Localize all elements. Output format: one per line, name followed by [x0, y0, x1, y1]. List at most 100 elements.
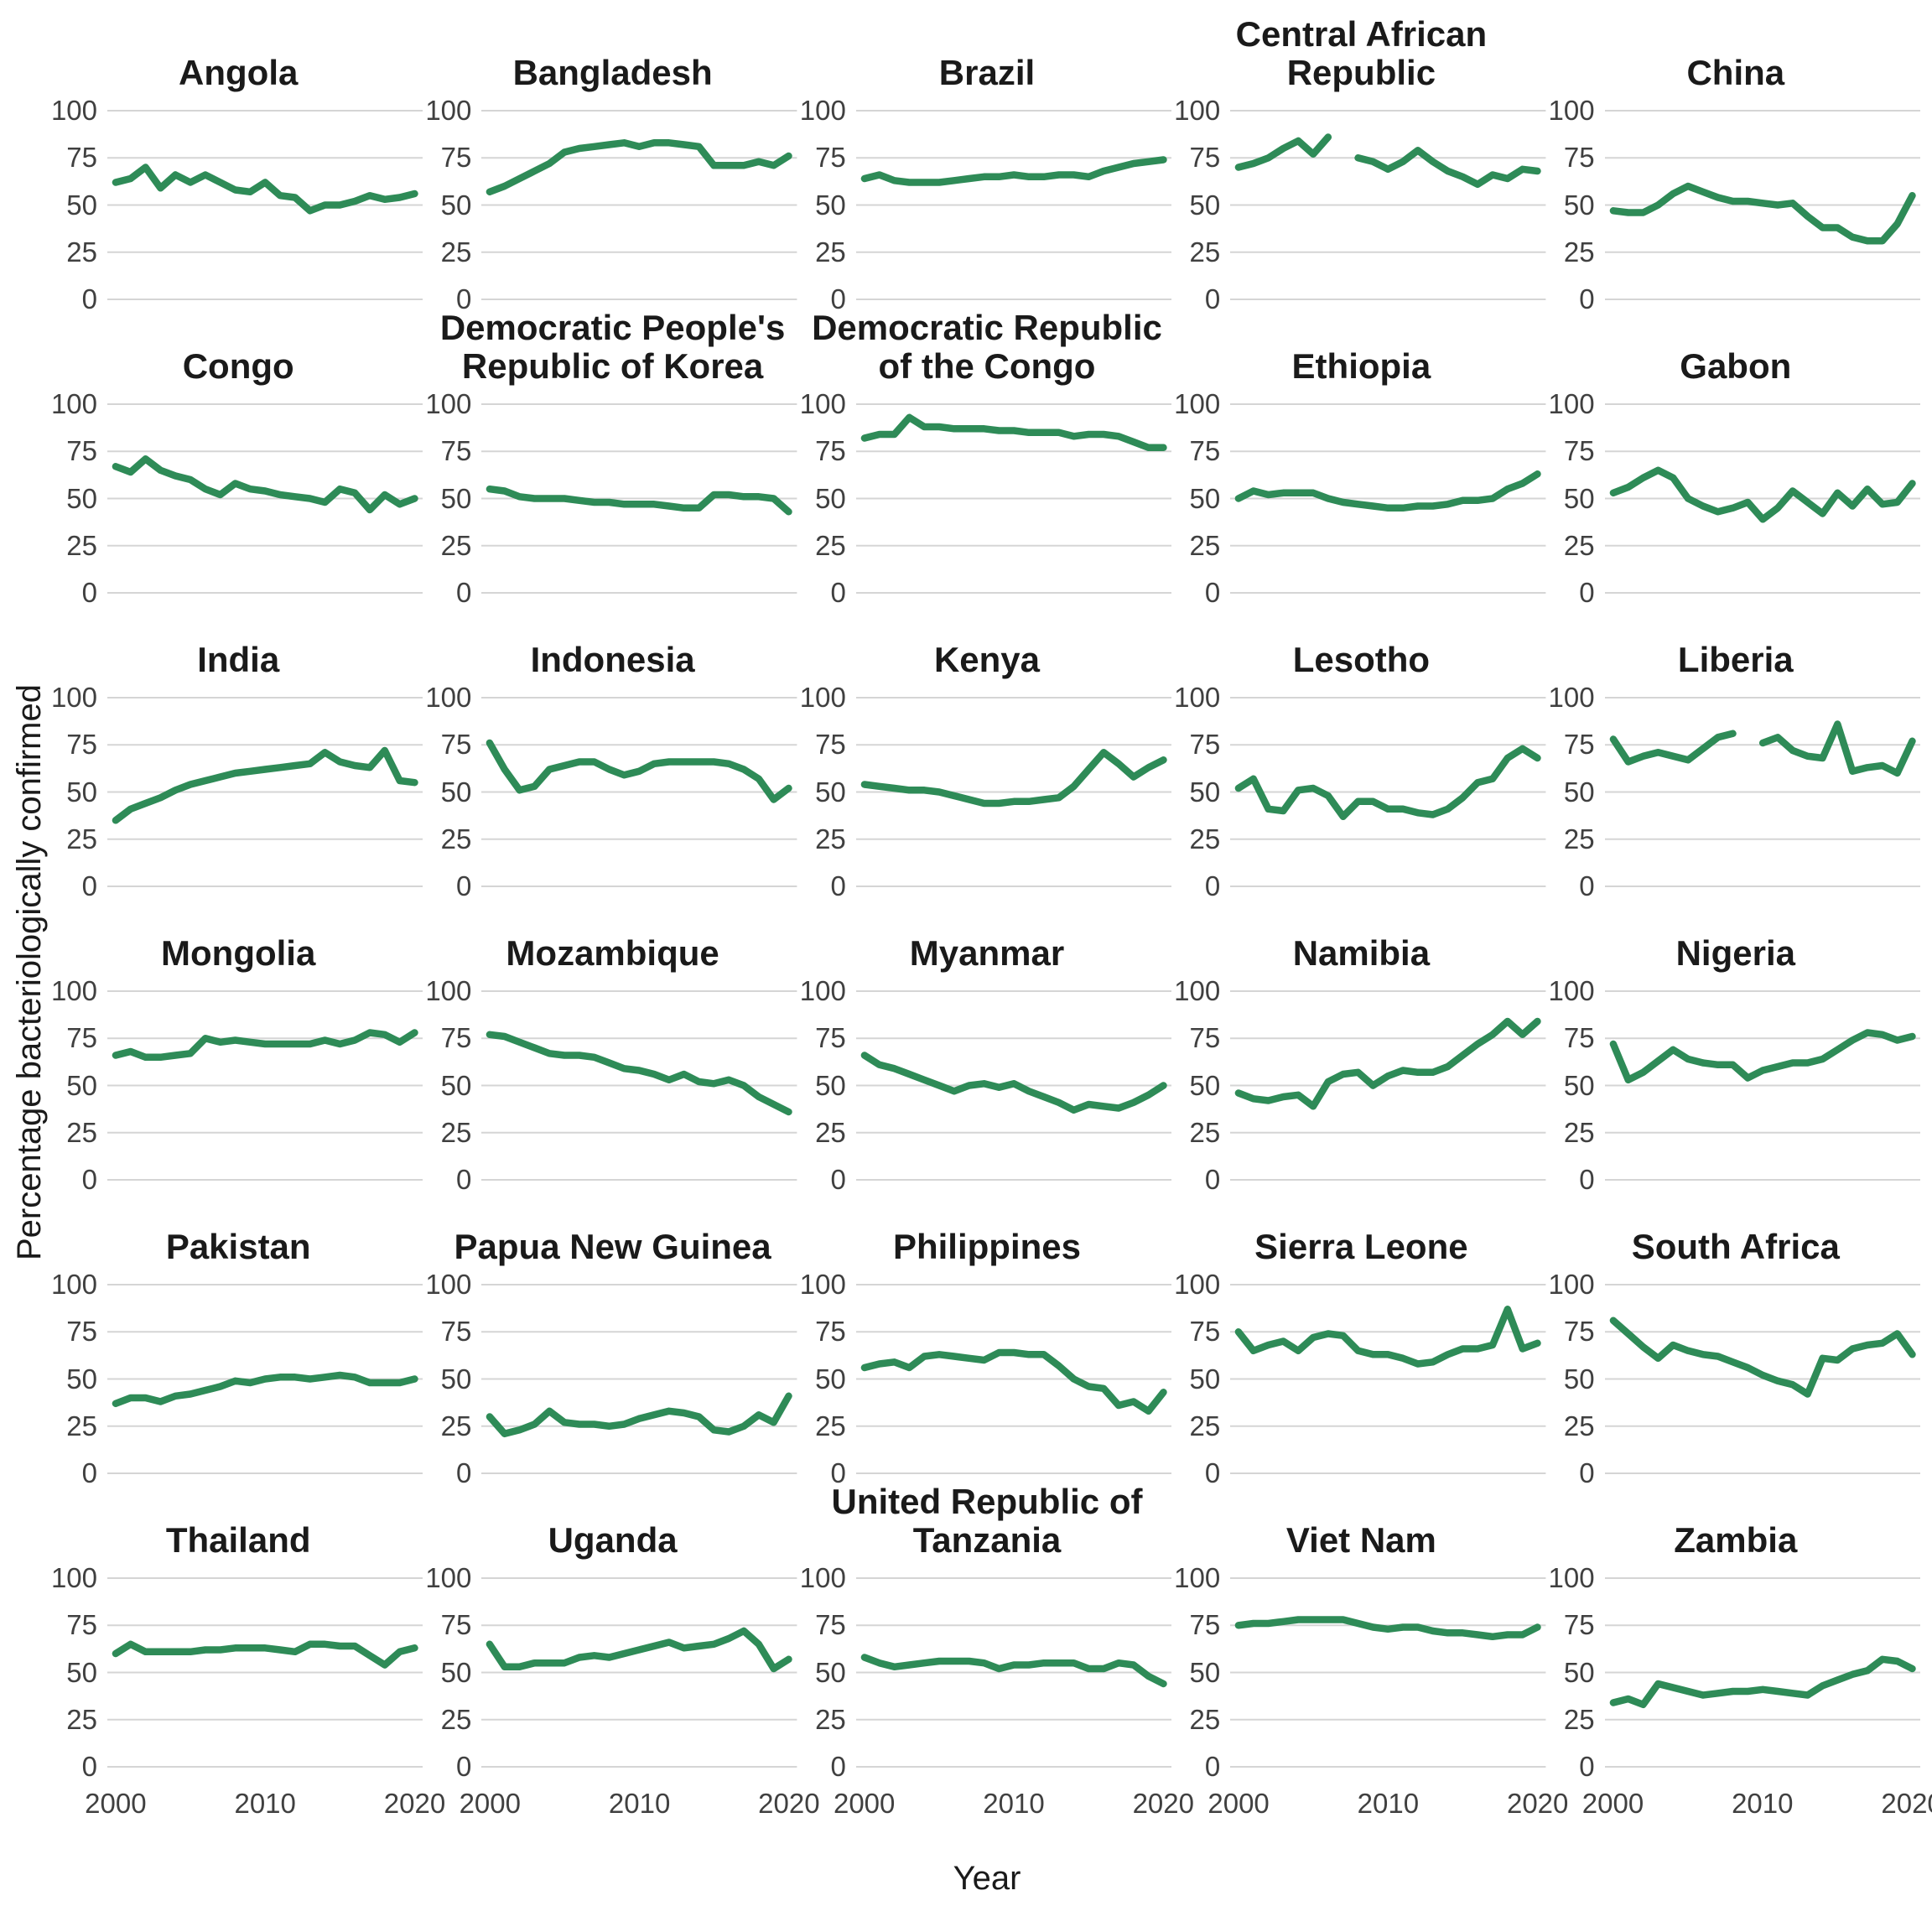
x-tick-label: 2000 — [85, 1788, 147, 1819]
plot-panel — [481, 1570, 797, 1779]
y-tick-label: 75 — [66, 142, 97, 174]
plot-panel — [107, 983, 423, 1192]
y-tick-label: 100 — [799, 95, 846, 126]
y-tick-label: 75 — [440, 729, 472, 761]
facet-title: Kenya — [933, 640, 1041, 679]
facet-strip: Liberia — [1551, 609, 1920, 689]
y-tick-label: 0 — [456, 1751, 472, 1782]
facet-chart-row: 100 75 50 25 0 — [51, 95, 423, 314]
facet-liberia: Liberia 100 75 50 25 0 — [1548, 609, 1920, 901]
x-tick-label: 2020 — [1881, 1788, 1932, 1819]
line-chart-svg — [855, 990, 1172, 1181]
plot-panel — [107, 396, 423, 605]
y-tick-label: 100 — [1548, 1269, 1595, 1300]
y-tick-label: 25 — [66, 823, 97, 854]
y-tick-label: 100 — [425, 975, 472, 1006]
y-tick-label: 100 — [1548, 388, 1595, 419]
x-axis-tick-labels: 2000 2010 2020 — [460, 1783, 820, 1823]
facet-myanmar: Myanmar 100 75 50 25 0 — [800, 902, 1172, 1195]
line-chart-svg — [107, 1577, 423, 1768]
facet-title: Uganda — [548, 1520, 678, 1560]
y-tick-label: 50 — [440, 1656, 472, 1688]
facet-chart-row: 100 75 50 25 0 — [800, 1562, 1172, 1782]
y-tick-label: 75 — [1563, 1316, 1595, 1348]
facet-title: Viet Nam — [1285, 1520, 1436, 1560]
y-tick-label: 75 — [440, 1022, 472, 1054]
facet-chart-row: 100 75 50 25 0 — [800, 1269, 1172, 1488]
y-tick-label: 0 — [1204, 870, 1221, 901]
y-tick-label: 75 — [815, 435, 846, 467]
y-axis-tick-labels: 100 75 50 25 0 — [1174, 1269, 1230, 1488]
facet-chart-row: 100 75 50 25 0 — [1174, 975, 1546, 1195]
x-tick-label: 2000 — [1581, 1788, 1644, 1819]
facet-chart-row: 100 75 50 25 0 — [800, 388, 1172, 608]
plot-panel — [481, 102, 797, 312]
y-tick-label: 75 — [66, 729, 97, 761]
plot-panel — [1604, 1276, 1920, 1486]
facet-strip: Brazil — [802, 22, 1171, 102]
line-chart-svg — [481, 1284, 797, 1474]
y-tick-label: 50 — [66, 189, 97, 221]
data-line — [486, 139, 793, 196]
facet-title: Namibia — [1292, 933, 1431, 973]
line-chart-svg — [855, 403, 1172, 594]
y-tick-label: 0 — [1204, 1751, 1221, 1782]
facet-title: Philippines — [892, 1227, 1081, 1266]
y-tick-label: 50 — [1189, 189, 1221, 221]
data-line — [486, 739, 793, 803]
facet-strip: United Republic of Tanzania — [802, 1483, 1171, 1570]
y-axis-tick-labels: 100 75 50 25 0 — [1549, 975, 1605, 1195]
plot-panel — [855, 983, 1172, 1192]
line-chart-svg — [481, 697, 797, 887]
y-tick-label: 25 — [440, 823, 472, 854]
y-tick-label: 0 — [1579, 870, 1595, 901]
facet-title: Lesotho — [1292, 640, 1431, 679]
facet-title: Democratic Republic of the Congo — [812, 308, 1162, 386]
y-tick-label: 75 — [1563, 729, 1595, 761]
plot-panel — [1604, 983, 1920, 1192]
x-tick-label: 2010 — [1732, 1788, 1794, 1819]
facet-strip: Gabon — [1551, 315, 1920, 396]
y-tick-label: 75 — [815, 729, 846, 761]
plot-panel — [1230, 1570, 1546, 1779]
line-chart-svg — [481, 1577, 797, 1768]
facet-brazil: Brazil 100 75 50 25 0 — [799, 22, 1172, 314]
facet-china: China 100 75 50 25 0 — [1549, 22, 1920, 314]
plot-panel — [1604, 1570, 1920, 1779]
facet-title: Bangladesh — [512, 53, 713, 92]
y-tick-label: 100 — [1548, 682, 1595, 713]
facet-title: Angola — [179, 53, 299, 92]
plot-panel — [1604, 102, 1920, 312]
y-tick-label: 75 — [440, 1609, 472, 1641]
facet-strip: China — [1551, 22, 1920, 102]
line-chart-svg — [855, 697, 1172, 887]
y-tick-label: 50 — [1189, 1656, 1221, 1688]
facet-uganda: Uganda 100 75 50 25 0 2000 2010 2020 — [425, 1489, 820, 1823]
facet-title: Thailand — [165, 1520, 311, 1560]
y-tick-label: 50 — [1189, 482, 1221, 514]
data-line — [1234, 745, 1541, 821]
y-tick-label: 0 — [830, 1751, 846, 1782]
y-axis-tick-labels: 100 75 50 25 0 — [800, 682, 856, 901]
facet-united-republic-of-tanzania: United Republic of Tanzania 100 75 50 25 0 200… — [800, 1483, 1194, 1823]
y-axis-title-wrap: Percentage bacteriologically confirmed — [5, 143, 54, 1803]
y-tick-label: 25 — [66, 236, 97, 267]
facet-grid: Angola 100 75 50 25 0 Bangladesh 100 75 50 25 0 Braz… — [51, 15, 1932, 1823]
y-tick-label: 25 — [815, 1410, 846, 1441]
plot-panel — [107, 689, 423, 899]
facet-title: South Africa — [1631, 1227, 1840, 1266]
y-axis-tick-labels: 100 75 50 25 0 — [800, 975, 856, 1195]
y-tick-label: 25 — [1563, 1410, 1595, 1441]
facet-viet-nam: Viet Nam 100 75 50 25 0 2000 2010 2020 — [1174, 1489, 1568, 1823]
facet-namibia: Namibia 100 75 50 25 0 — [1174, 902, 1546, 1195]
line-chart-svg — [1230, 990, 1546, 1181]
y-tick-label: 0 — [1579, 283, 1595, 314]
facet-title: Myanmar — [909, 933, 1065, 973]
data-line — [1234, 470, 1541, 512]
x-tick-label: 2010 — [234, 1788, 296, 1819]
facet-strip: Thailand — [54, 1489, 423, 1570]
y-tick-label: 75 — [1563, 142, 1595, 174]
y-tick-label: 0 — [1204, 577, 1221, 608]
y-tick-label: 75 — [1189, 1022, 1221, 1054]
y-tick-label: 100 — [1174, 388, 1221, 419]
